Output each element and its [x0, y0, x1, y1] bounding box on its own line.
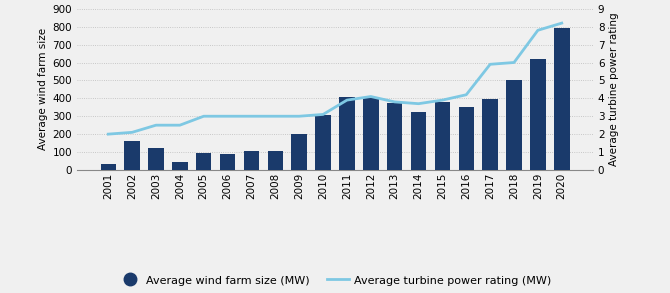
Bar [363, 98, 379, 170]
Bar [125, 141, 140, 170]
Bar [530, 59, 545, 170]
Bar [482, 99, 498, 170]
Bar [458, 107, 474, 170]
Bar [196, 153, 212, 170]
Bar [172, 162, 188, 170]
Legend: Average wind farm size (MW), Average turbine power rating (MW): Average wind farm size (MW), Average tur… [114, 270, 556, 290]
Bar [220, 154, 235, 170]
Y-axis label: Average wind farm size: Average wind farm size [38, 28, 48, 150]
Bar [100, 164, 116, 170]
Bar [291, 134, 307, 170]
Bar [244, 151, 259, 170]
Bar [554, 28, 569, 170]
Bar [339, 96, 354, 170]
Y-axis label: Average turbine power rating: Average turbine power rating [608, 13, 618, 166]
Bar [267, 151, 283, 170]
Bar [148, 148, 163, 170]
Bar [435, 102, 450, 170]
Bar [316, 115, 331, 170]
Bar [507, 80, 522, 170]
Bar [387, 103, 403, 170]
Bar [411, 112, 426, 170]
